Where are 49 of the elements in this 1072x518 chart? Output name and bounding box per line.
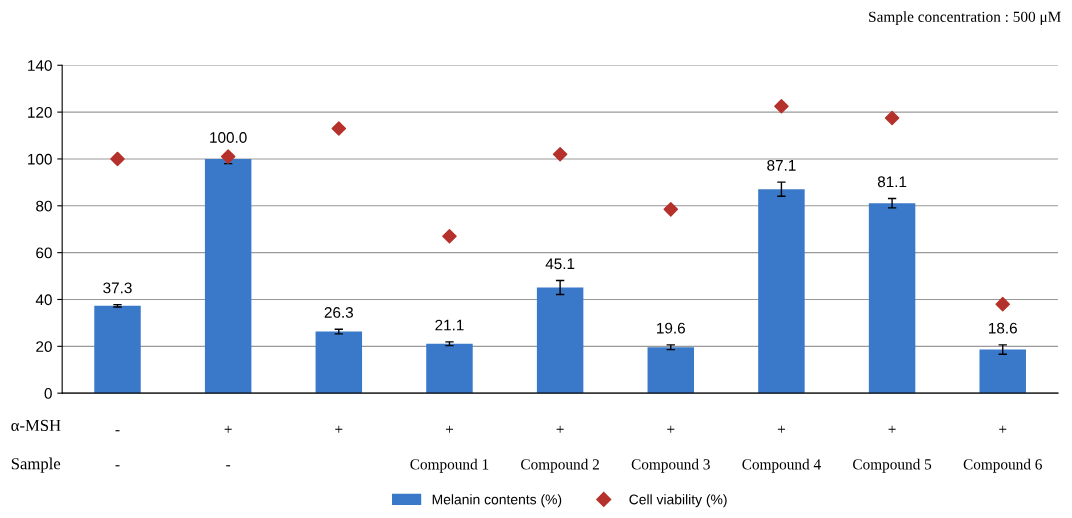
text: Sample xyxy=(11,457,61,473)
y-tick-label: 60 xyxy=(36,247,52,259)
point xyxy=(884,110,900,126)
bar xyxy=(204,158,252,394)
category-label: + Compound 1 xyxy=(410,425,489,473)
data-label: 37.3 xyxy=(103,282,132,294)
bar xyxy=(758,189,805,394)
y-tick-label: 140 xyxy=(28,60,52,71)
bar xyxy=(979,349,1026,394)
category-label: + Compound 5 xyxy=(853,425,932,473)
point xyxy=(110,151,125,167)
text: α-MSH xyxy=(11,419,61,431)
data-label: 45.1 xyxy=(545,258,575,270)
bar xyxy=(315,331,363,394)
point xyxy=(774,98,789,114)
data-label: 19.6 xyxy=(657,322,685,334)
point xyxy=(331,121,347,136)
y-tick-label: 20 xyxy=(36,341,52,353)
category-label: + Compound 3 xyxy=(631,425,710,473)
x-tick-label: + xyxy=(335,425,343,433)
data-label: 87.1 xyxy=(767,159,796,171)
category-label: + Compound 4 xyxy=(742,425,821,473)
y-tick-label: 0 xyxy=(44,388,52,399)
bar xyxy=(94,305,141,394)
bar xyxy=(868,203,916,394)
bar xyxy=(426,343,473,394)
category-label: + - xyxy=(224,425,232,467)
data-label: 81.1 xyxy=(877,176,907,188)
bar xyxy=(647,347,695,394)
text: Sample concentration : 500 μM xyxy=(869,11,1061,26)
y-tick-label: 40 xyxy=(35,294,52,306)
category-label: + Compound 6 xyxy=(963,425,1042,473)
point xyxy=(220,149,236,164)
category-label: + Compound 2 xyxy=(521,425,599,473)
point xyxy=(663,202,679,217)
point xyxy=(442,228,457,244)
y-tick-label: 120 xyxy=(28,106,52,118)
data-label: 26.3 xyxy=(324,307,354,318)
y-tick-label: 80 xyxy=(36,200,52,212)
bar xyxy=(536,287,584,394)
data-label: 18.6 xyxy=(989,322,1017,334)
data-label: 21.1 xyxy=(435,319,464,331)
legend-label: Cell viability (%) xyxy=(629,494,727,508)
legend-label: Melanin contents (%) xyxy=(432,494,562,508)
point xyxy=(552,146,568,162)
y-tick-label: 100 xyxy=(28,153,52,165)
data-label: 100.0 xyxy=(210,132,247,143)
category-label: - - xyxy=(115,430,120,467)
point xyxy=(995,296,1011,312)
